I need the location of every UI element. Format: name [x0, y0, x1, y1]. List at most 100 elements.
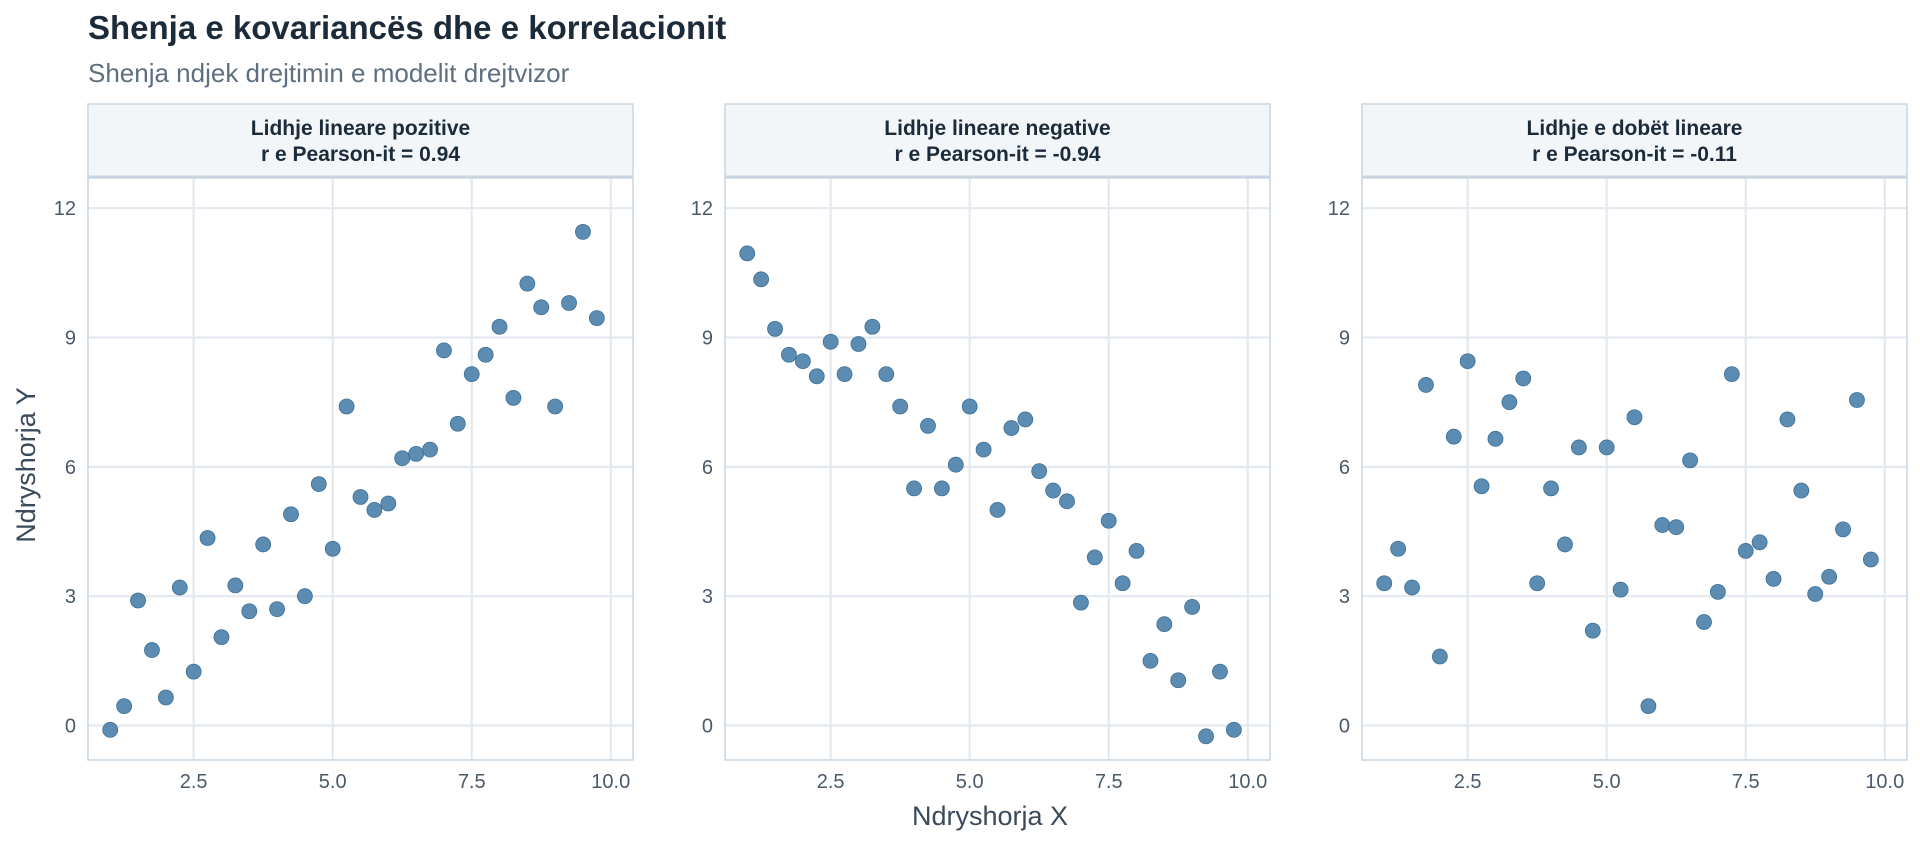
data-point [1459, 353, 1476, 370]
chart-subtitle: Shenja ndjek drejtimin e modelit drejtvi… [88, 58, 570, 88]
data-point [1003, 420, 1020, 436]
data-point [1212, 663, 1228, 680]
data-point [394, 450, 411, 467]
panel-strip [724, 103, 1271, 178]
data-point [324, 540, 341, 557]
data-point [116, 698, 133, 715]
data-point [1751, 534, 1768, 551]
data-point [588, 310, 605, 327]
panel-strip [1361, 103, 1908, 178]
data-point [1570, 439, 1587, 456]
data-point [989, 502, 1006, 518]
x-tick-label: 10.0 [1865, 771, 1904, 793]
y-tick-label: 9 [65, 328, 76, 350]
data-point [1765, 571, 1782, 587]
x-tick-label: 5.0 [1593, 771, 1621, 793]
data-point [739, 245, 756, 262]
data-point [1114, 575, 1131, 592]
data-point [1501, 394, 1518, 411]
panel-label-line1: Lidhje lineare negative [884, 117, 1110, 140]
data-point [1142, 652, 1159, 669]
data-point [1543, 480, 1559, 497]
panel-border [724, 177, 1271, 761]
data-point [920, 417, 936, 434]
data-point [850, 336, 867, 352]
data-point [477, 346, 494, 363]
data-point [436, 342, 452, 359]
panel-strip [87, 103, 634, 178]
panel-1: Lidhje lineare pozitive r e Pearson-it = … [54, 103, 634, 793]
x-tick-label: 10.0 [591, 771, 630, 793]
data-point [1198, 728, 1214, 745]
y-tick-label: 0 [1339, 716, 1350, 738]
data-point [199, 530, 216, 546]
data-point [1821, 568, 1838, 585]
data-point [1431, 648, 1448, 665]
data-point [1654, 517, 1671, 533]
panel-label-line1: Lidhje lineare pozitive [251, 117, 470, 140]
data-point [1529, 575, 1546, 592]
data-point [547, 398, 564, 415]
data-point [533, 299, 550, 316]
data-point [1156, 616, 1173, 633]
data-point [878, 366, 895, 383]
data-point [1031, 463, 1048, 480]
y-tick-label: 0 [65, 716, 76, 738]
data-point [1086, 549, 1103, 566]
data-point [1073, 594, 1089, 611]
data-point [283, 506, 299, 523]
data-point [1225, 721, 1242, 738]
data-point [781, 346, 797, 363]
data-point [1128, 543, 1145, 559]
x-tick-label: 7.5 [1095, 771, 1123, 793]
x-tick-label: 2.5 [817, 771, 845, 793]
data-point [1849, 392, 1865, 408]
x-tick-label: 7.5 [1732, 771, 1760, 793]
panel-label-line1: Lidhje e dobët lineare [1527, 117, 1743, 140]
data-point [1170, 672, 1187, 689]
data-point [1390, 540, 1407, 557]
data-point [255, 536, 272, 553]
panel-border [87, 177, 634, 761]
y-tick-label: 0 [702, 716, 713, 738]
y-tick-label: 12 [54, 198, 76, 220]
data-point [1807, 586, 1824, 602]
data-point [1612, 581, 1629, 598]
data-point [519, 275, 536, 292]
panel-label-line2: r e Pearson-it = -0.94 [894, 143, 1100, 166]
data-point [836, 366, 853, 383]
y-tick-label: 9 [1339, 328, 1350, 350]
data-point [144, 642, 160, 658]
data-point [1376, 575, 1393, 592]
data-point [241, 603, 258, 620]
x-tick-label: 5.0 [319, 771, 347, 793]
data-point [296, 588, 313, 605]
data-point [102, 721, 119, 738]
data-point [933, 480, 950, 497]
data-point [449, 415, 466, 432]
data-point [1059, 493, 1075, 510]
data-point [338, 398, 355, 415]
data-point [1404, 579, 1420, 596]
y-axis-title: Ndryshorja Y [11, 387, 41, 543]
data-point [1723, 366, 1740, 383]
panels: Lidhje lineare pozitive r e Pearson-it = … [54, 103, 1908, 793]
data-point [1184, 599, 1201, 615]
x-tick-label: 2.5 [1454, 771, 1482, 793]
data-point [310, 476, 327, 492]
data-point [947, 456, 964, 473]
data-point [767, 320, 783, 337]
data-point [906, 480, 922, 497]
data-point [1779, 411, 1796, 428]
data-point [213, 629, 230, 646]
data-point [1710, 583, 1726, 600]
y-tick-label: 6 [1339, 457, 1350, 479]
data-point [1793, 482, 1810, 499]
y-tick-label: 12 [1328, 198, 1350, 220]
data-point [561, 295, 577, 311]
x-axis-title: Ndryshorja X [912, 801, 1068, 831]
x-tick-label: 5.0 [956, 771, 984, 793]
data-point [352, 489, 369, 505]
data-point [491, 318, 508, 335]
data-point [269, 601, 285, 618]
